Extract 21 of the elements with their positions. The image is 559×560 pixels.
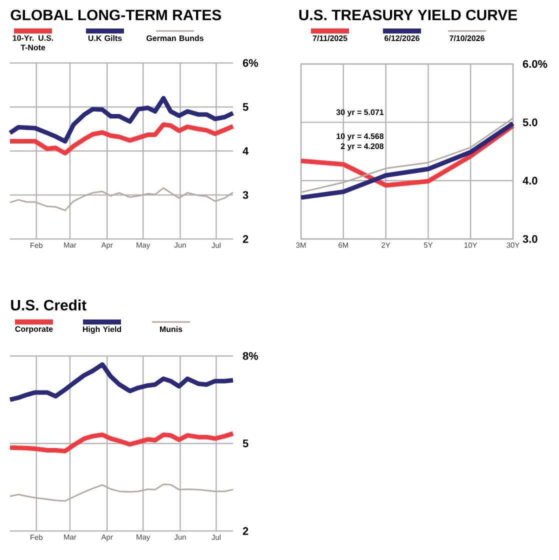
y-tick-label: 4 bbox=[242, 147, 249, 155]
line-series bbox=[9, 484, 234, 502]
chart-title: U.S. TREASURY YIELD CURVE bbox=[299, 10, 518, 20]
y-tick-label: 8% bbox=[242, 352, 258, 360]
y-tick-label: 2 bbox=[242, 527, 248, 535]
y-tick-label: 5.0 bbox=[522, 118, 538, 126]
line-series bbox=[9, 187, 234, 212]
y-tick-label: 3.0 bbox=[522, 235, 538, 243]
y-tick-label: 6% bbox=[242, 59, 258, 67]
chart-title: U.S. Credit bbox=[11, 300, 86, 310]
line-series bbox=[8, 96, 236, 144]
y-tick-label: 5 bbox=[242, 440, 248, 448]
line-series bbox=[298, 124, 516, 188]
y-tick-label: 2 bbox=[242, 235, 248, 243]
y-tick-label: 4.0 bbox=[522, 176, 538, 185]
chart-title: GLOBAL LONG-TERM RATES bbox=[10, 10, 222, 20]
line-series bbox=[8, 362, 236, 402]
y-tick-label: 3 bbox=[242, 191, 248, 199]
line-series bbox=[8, 431, 236, 454]
y-tick-label: 5 bbox=[242, 103, 248, 111]
y-tick-label: 6.0% bbox=[522, 60, 548, 68]
